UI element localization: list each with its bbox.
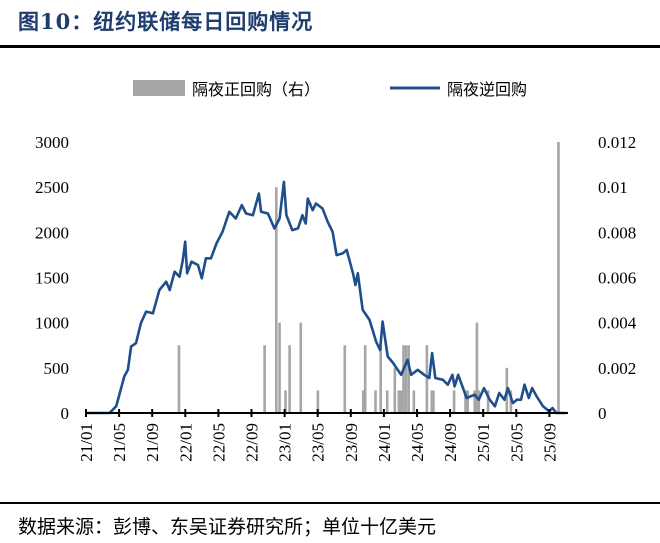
bar bbox=[404, 345, 408, 413]
bar bbox=[402, 345, 405, 413]
bar bbox=[557, 142, 560, 413]
y-right-tick-label: 0 bbox=[598, 404, 607, 423]
bar bbox=[486, 390, 490, 413]
x-tick-label: 25/09 bbox=[540, 423, 559, 462]
bar bbox=[278, 322, 281, 413]
x-tick-label: 23/05 bbox=[309, 423, 328, 462]
bar bbox=[407, 345, 410, 413]
y-left-tick-label: 2500 bbox=[35, 178, 69, 197]
x-tick-label: 23/01 bbox=[276, 423, 295, 462]
bar bbox=[425, 345, 429, 413]
x-tick-label: 24/05 bbox=[408, 423, 427, 462]
y-right-tick-label: 0.01 bbox=[598, 178, 628, 197]
bar bbox=[464, 390, 467, 413]
bar bbox=[343, 345, 347, 413]
y-left-tick-label: 1000 bbox=[35, 314, 69, 333]
bar bbox=[284, 390, 287, 413]
bar bbox=[177, 345, 181, 413]
bar bbox=[412, 390, 416, 413]
reverse-repo-line bbox=[86, 180, 566, 415]
bar bbox=[452, 390, 456, 413]
bar bbox=[361, 390, 365, 413]
y-right-tick-label: 0.012 bbox=[598, 133, 636, 152]
y-left-tick-label: 500 bbox=[44, 359, 70, 378]
y-right-tick-label: 0.006 bbox=[598, 269, 636, 288]
y-right-tick-label: 0.004 bbox=[598, 314, 637, 333]
bar bbox=[393, 367, 397, 413]
y-left-tick-label: 0 bbox=[61, 404, 70, 423]
bar bbox=[473, 390, 477, 413]
bar bbox=[263, 345, 266, 413]
legend-swatch-bar bbox=[133, 80, 185, 96]
bar bbox=[379, 345, 382, 413]
bar bbox=[432, 390, 435, 413]
figure-title: 图10：纽约联储每日回购情况 bbox=[18, 9, 314, 34]
bar bbox=[385, 390, 389, 413]
bar bbox=[430, 390, 434, 413]
y-right-tick-label: 0.008 bbox=[598, 223, 636, 242]
footer-divider bbox=[0, 502, 660, 504]
x-tick-label: 25/01 bbox=[474, 423, 493, 462]
legend-label-bar: 隔夜正回购（右） bbox=[192, 80, 320, 99]
bar bbox=[363, 345, 367, 413]
bar bbox=[274, 187, 278, 413]
x-tick-label: 22/05 bbox=[209, 423, 228, 462]
x-tick-label: 23/09 bbox=[342, 423, 361, 462]
bar bbox=[316, 390, 320, 413]
x-tick-label: 21/05 bbox=[110, 423, 129, 462]
x-tick-label: 22/09 bbox=[243, 423, 262, 462]
bar bbox=[397, 390, 401, 413]
y-left-tick-label: 1500 bbox=[35, 269, 69, 288]
bar bbox=[299, 322, 303, 413]
bar bbox=[399, 390, 403, 413]
bar bbox=[475, 322, 479, 413]
x-tick-label: 25/05 bbox=[507, 423, 526, 462]
y-left-tick-label: 3000 bbox=[35, 133, 69, 152]
legend-label-line: 隔夜逆回购 bbox=[447, 80, 527, 99]
x-tick-label: 21/01 bbox=[77, 423, 96, 462]
bar bbox=[288, 345, 291, 413]
legend: 隔夜正回购（右） 隔夜逆回购 bbox=[133, 80, 527, 99]
title-divider bbox=[0, 45, 660, 48]
y-left-tick-label: 2000 bbox=[35, 223, 69, 242]
x-tick-label: 22/01 bbox=[176, 423, 195, 462]
x-tick-label: 21/09 bbox=[143, 423, 162, 462]
bar bbox=[374, 390, 377, 413]
x-tick-label: 24/01 bbox=[375, 423, 394, 462]
x-tick-label: 24/09 bbox=[441, 423, 460, 462]
y-right-tick-label: 0.002 bbox=[598, 359, 636, 378]
bar bbox=[466, 390, 469, 413]
bar bbox=[509, 390, 513, 413]
bar bbox=[477, 390, 481, 413]
source-note: 数据来源：彭博、东吴证券研究所；单位十亿美元 bbox=[18, 516, 437, 538]
